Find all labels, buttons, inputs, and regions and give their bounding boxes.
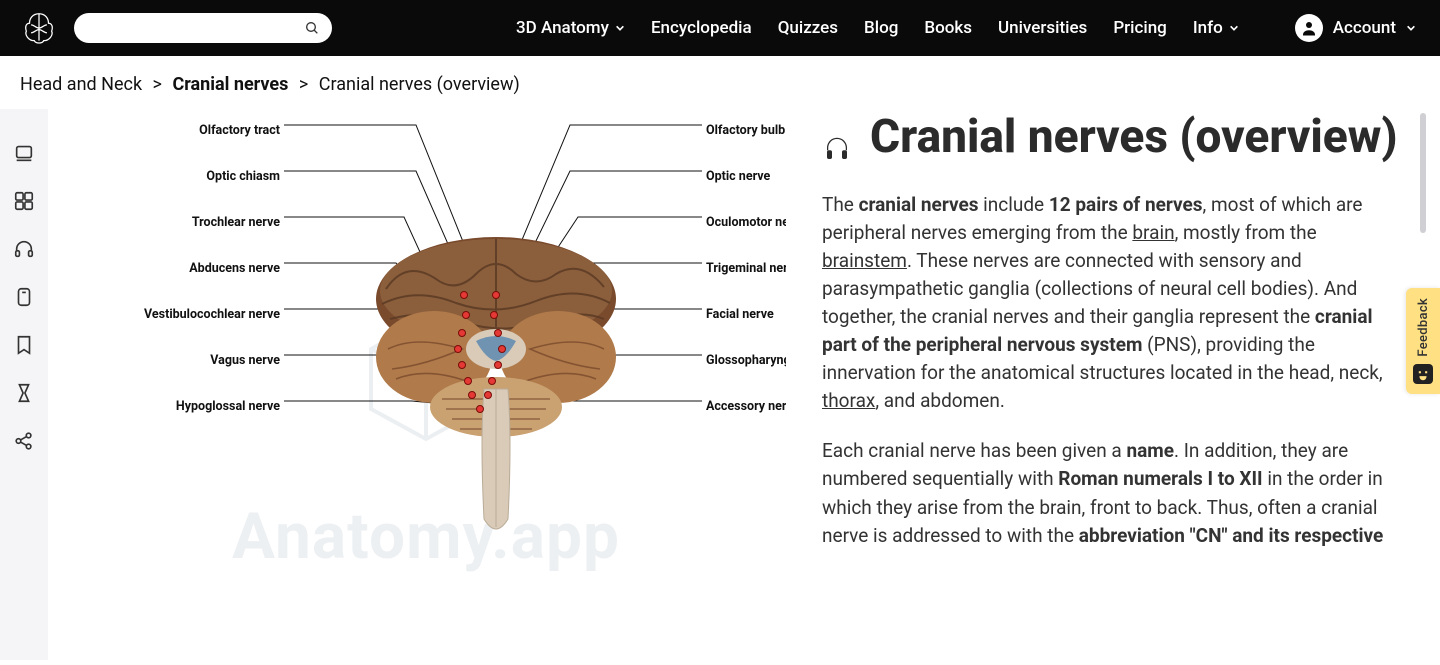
feedback-label: Feedback bbox=[1416, 298, 1431, 357]
scrollbar-thumb[interactable] bbox=[1420, 113, 1426, 233]
text-bold: 12 pairs of nerves bbox=[1049, 193, 1203, 216]
bookmark-tool-icon[interactable] bbox=[12, 333, 36, 357]
nav-label: Quizzes bbox=[778, 18, 838, 38]
slides-tool-icon[interactable] bbox=[12, 141, 36, 165]
share-tool-icon[interactable] bbox=[12, 429, 36, 453]
text: , mostly from the bbox=[1175, 221, 1317, 244]
left-toolrail bbox=[0, 109, 48, 660]
anatomy-label-left[interactable]: Optic chiasm bbox=[206, 169, 280, 184]
nerve-marker[interactable] bbox=[494, 361, 502, 369]
text-bold: name bbox=[1126, 439, 1174, 462]
nerve-marker[interactable] bbox=[476, 405, 484, 413]
breadcrumb-level3: Cranial nerves (overview) bbox=[319, 74, 520, 95]
feedback-tab[interactable]: Feedback bbox=[1406, 288, 1440, 394]
notes-tool-icon[interactable] bbox=[12, 285, 36, 309]
page-body: Anatomy.app bbox=[0, 109, 1440, 660]
nav-books[interactable]: Books bbox=[924, 18, 972, 38]
chevron-down-icon bbox=[1229, 23, 1239, 33]
audio-tool-icon[interactable] bbox=[12, 237, 36, 261]
anatomy-label-right[interactable]: Olfactory bulb bbox=[706, 123, 785, 138]
timer-tool-icon[interactable] bbox=[12, 381, 36, 405]
nerve-marker[interactable] bbox=[454, 345, 462, 353]
anatomy-label-right[interactable]: Optic nerve bbox=[706, 169, 770, 184]
anatomy-label-left[interactable]: Trochlear nerve bbox=[192, 215, 280, 230]
anatomy-label-right[interactable]: Oculomotor nerve bbox=[706, 215, 786, 230]
headphones-icon[interactable] bbox=[822, 121, 852, 151]
nerve-marker[interactable] bbox=[464, 377, 472, 385]
feedback-face-icon bbox=[1413, 364, 1433, 384]
nerve-marker[interactable] bbox=[460, 291, 468, 299]
nerve-marker[interactable] bbox=[458, 361, 466, 369]
anatomy-label-right[interactable]: Accessory nerve bbox=[706, 399, 786, 414]
nerve-marker[interactable] bbox=[462, 311, 470, 319]
nerve-marker[interactable] bbox=[498, 345, 506, 353]
brand-logo[interactable] bbox=[20, 9, 58, 47]
anatomy-label-right[interactable]: Trigeminal nerve bbox=[706, 261, 786, 276]
nav-info[interactable]: Info bbox=[1193, 18, 1239, 38]
nerve-marker[interactable] bbox=[492, 291, 500, 299]
link-thorax[interactable]: thorax bbox=[822, 389, 875, 412]
primary-nav: 3D Anatomy Encyclopedia Quizzes Blog Boo… bbox=[516, 14, 1416, 42]
text-bold: cranial nerves bbox=[859, 193, 979, 216]
nav-blog[interactable]: Blog bbox=[864, 18, 898, 38]
nav-label: Books bbox=[924, 18, 972, 38]
search-input[interactable] bbox=[86, 20, 304, 36]
nav-universities[interactable]: Universities bbox=[998, 18, 1087, 38]
text: , and abdomen. bbox=[875, 389, 1005, 412]
text: Each cranial nerve has been given a bbox=[822, 439, 1126, 462]
anatomy-label-left[interactable]: Abducens nerve bbox=[189, 261, 280, 276]
nav-encyclopedia[interactable]: Encyclopedia bbox=[651, 18, 752, 38]
chevron-down-icon bbox=[615, 23, 625, 33]
nav-pricing[interactable]: Pricing bbox=[1113, 18, 1167, 38]
nerve-marker[interactable] bbox=[468, 391, 476, 399]
chevron-down-icon bbox=[1406, 23, 1416, 33]
brain-illustration bbox=[66, 109, 786, 649]
nav-3d-anatomy[interactable]: 3D Anatomy bbox=[516, 18, 625, 38]
top-header: 3D Anatomy Encyclopedia Quizzes Blog Boo… bbox=[0, 0, 1440, 56]
nav-label: Pricing bbox=[1113, 18, 1167, 38]
anatomy-label-left[interactable]: Olfactory tract bbox=[199, 123, 280, 138]
breadcrumb-sep: > bbox=[147, 74, 168, 95]
text: include bbox=[978, 193, 1048, 216]
breadcrumb: Head and Neck > Cranial nerves > Cranial… bbox=[0, 56, 1440, 109]
link-brain[interactable]: brain bbox=[1132, 221, 1174, 244]
avatar-icon bbox=[1295, 14, 1323, 42]
nav-label: 3D Anatomy bbox=[516, 18, 609, 38]
breadcrumb-level1[interactable]: Head and Neck bbox=[20, 74, 142, 95]
grid-tool-icon[interactable] bbox=[12, 189, 36, 213]
article-paragraph-2: Each cranial nerve has been given a name… bbox=[822, 437, 1404, 549]
nav-quizzes[interactable]: Quizzes bbox=[778, 18, 838, 38]
nerve-marker[interactable] bbox=[484, 391, 492, 399]
main-content: Anatomy.app bbox=[48, 109, 1440, 660]
anatomy-label-left[interactable]: Vestibulocochlear nerve bbox=[144, 307, 280, 322]
breadcrumb-sep: > bbox=[293, 74, 314, 95]
nav-label: Info bbox=[1193, 18, 1223, 38]
article-panel: Cranial nerves (overview) The cranial ne… bbox=[822, 109, 1440, 660]
article-title-text: Cranial nerves (overview) bbox=[870, 109, 1398, 167]
anatomy-label-left[interactable]: Hypoglossal nerve bbox=[176, 399, 280, 414]
anatomy-label-right[interactable]: Glossopharyngeal nerve bbox=[706, 353, 786, 368]
article-paragraph-1: The cranial nerves include 12 pairs of n… bbox=[822, 191, 1404, 416]
nerve-marker[interactable] bbox=[490, 311, 498, 319]
text: The bbox=[822, 193, 859, 216]
nerve-marker[interactable] bbox=[494, 329, 502, 337]
text-bold: Roman numerals I to XII bbox=[1058, 467, 1262, 490]
nav-label: Encyclopedia bbox=[651, 18, 752, 38]
account-label: Account bbox=[1333, 18, 1396, 38]
nav-label: Universities bbox=[998, 18, 1087, 38]
anatomy-label-right[interactable]: Facial nerve bbox=[706, 307, 774, 322]
breadcrumb-level2[interactable]: Cranial nerves bbox=[172, 74, 288, 95]
article-scroll[interactable]: Cranial nerves (overview) The cranial ne… bbox=[822, 109, 1404, 584]
anatomy-figure[interactable]: Anatomy.app bbox=[66, 109, 786, 649]
nav-label: Blog bbox=[864, 18, 898, 38]
account-menu[interactable]: Account bbox=[1295, 14, 1416, 42]
link-brainstem[interactable]: brainstem bbox=[822, 249, 907, 272]
article-title: Cranial nerves (overview) bbox=[822, 109, 1404, 167]
search-field-wrap[interactable] bbox=[74, 13, 332, 43]
nerve-marker[interactable] bbox=[458, 329, 466, 337]
anatomy-label-left[interactable]: Vagus nerve bbox=[210, 353, 280, 368]
text-bold: abbreviation "CN" and its respective bbox=[1079, 524, 1384, 547]
search-icon bbox=[304, 20, 320, 36]
nerve-marker[interactable] bbox=[488, 377, 496, 385]
